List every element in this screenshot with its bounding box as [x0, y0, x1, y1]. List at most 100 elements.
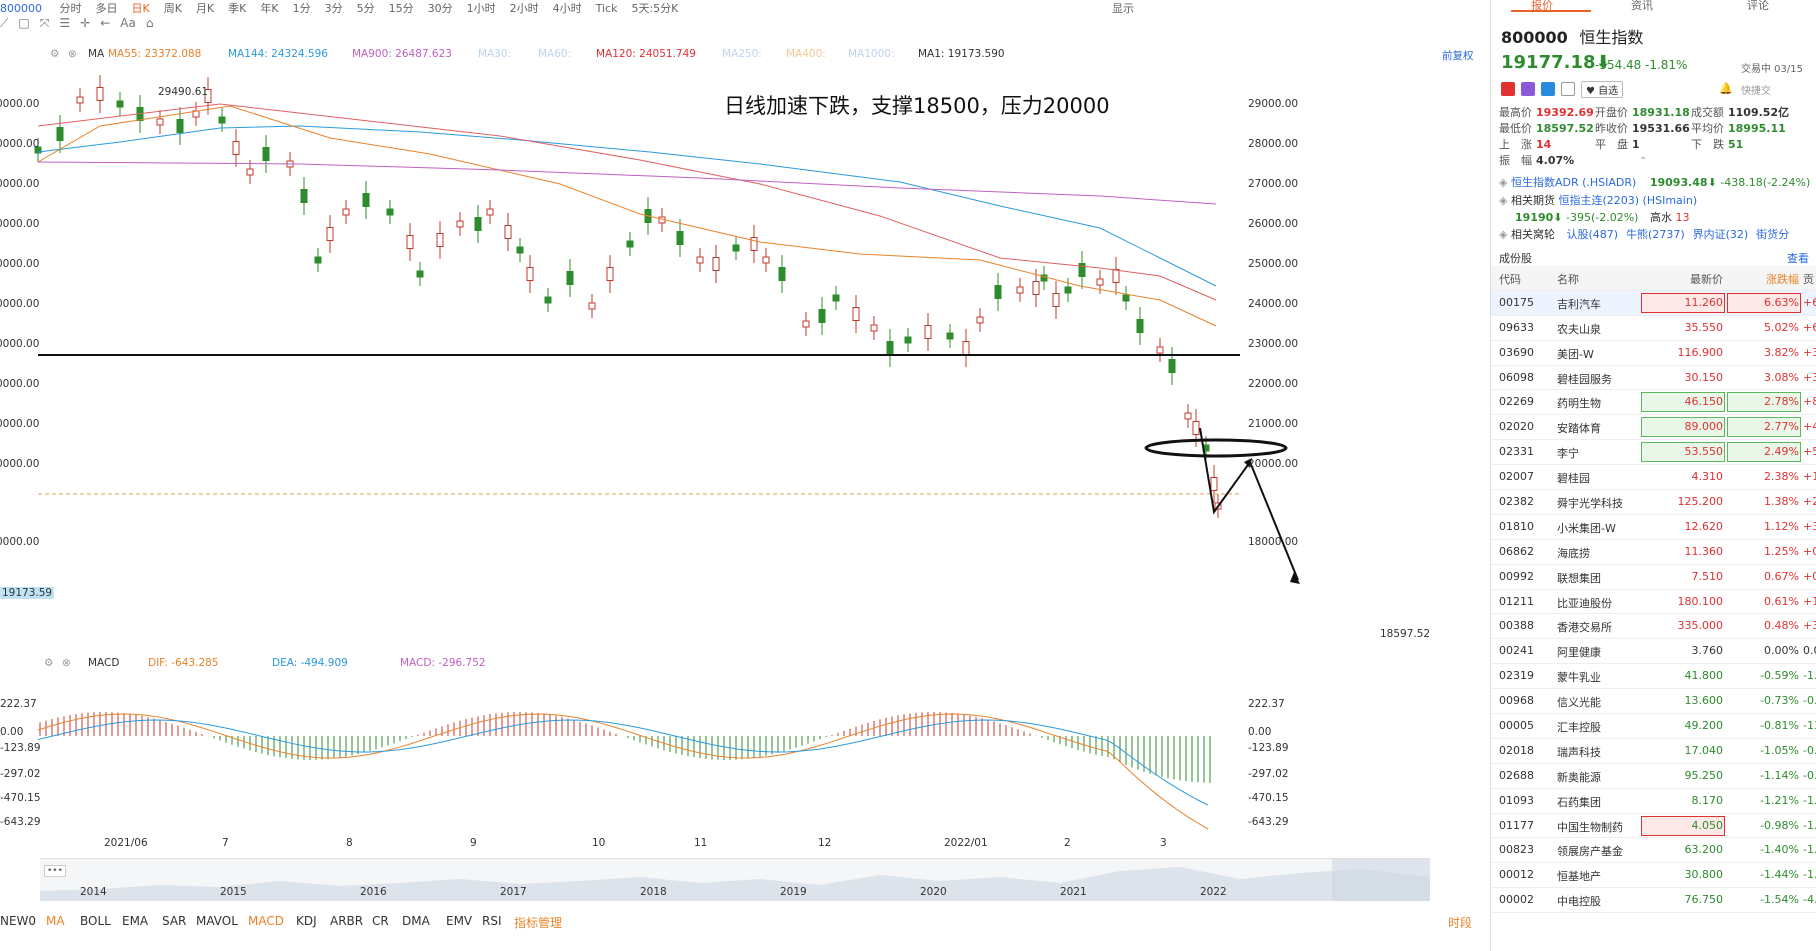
period-2[interactable]: 日K: [131, 2, 150, 14]
col-pct[interactable]: 涨跌幅: [1766, 273, 1799, 286]
ma-item-2[interactable]: MA900: 26487.623: [352, 48, 452, 60]
ma-item-8[interactable]: MA1000:: [848, 48, 895, 60]
row-code[interactable]: 01810: [1499, 519, 1534, 533]
row-code[interactable]: 02018: [1499, 743, 1534, 757]
col-contrib[interactable]: 贡: [1803, 273, 1814, 286]
row-code[interactable]: 00002: [1499, 893, 1534, 907]
row-name[interactable]: 石药集团: [1557, 795, 1601, 809]
tab-quote[interactable]: 报价: [1531, 0, 1553, 12]
share-icon[interactable]: [1541, 82, 1555, 96]
close-icon[interactable]: ⊗: [62, 657, 71, 669]
row-code[interactable]: 01177: [1499, 818, 1534, 832]
row-code[interactable]: 00992: [1499, 569, 1534, 583]
table-row[interactable]: 02018 瑞声科技 17.040 -1.05% -0.2: [1491, 739, 1816, 764]
table-row[interactable]: 02007 碧桂园 4.310 2.38% +1.4: [1491, 465, 1816, 491]
table-row[interactable]: 00012 恒基地产 30.800 -1.44% -1.0: [1491, 863, 1816, 889]
period-1[interactable]: 多日: [95, 2, 118, 14]
draw-tool-icon-5[interactable]: ←: [100, 16, 111, 30]
table-row[interactable]: 01177 中国生物制药 4.050 -0.98% -1.0: [1491, 814, 1816, 839]
price-chart[interactable]: 日线加速下跌，支撑18500，压力20000 29490.61 18597.52…: [0, 64, 1553, 654]
row-code[interactable]: 00968: [1499, 694, 1534, 708]
row-name[interactable]: 海底捞: [1557, 546, 1590, 560]
row-code[interactable]: 00012: [1499, 868, 1534, 882]
adr-row[interactable]: ◈ 恒生指数ADR (.HSIADR) 19093.48⬇ -438.18(-2…: [1499, 176, 1811, 189]
row-name[interactable]: 联想集团: [1557, 571, 1601, 585]
macd-selector[interactable]: MACD: [88, 657, 120, 669]
close-icon[interactable]: ⊗: [68, 48, 77, 60]
row-name[interactable]: 蒙牛乳业: [1557, 671, 1601, 685]
warrant-link-3[interactable]: 街货分: [1756, 228, 1790, 241]
display-menu[interactable]: 显示: [1112, 2, 1134, 14]
table-row[interactable]: 00005 汇丰控股 49.200 -0.81% -13.5: [1491, 714, 1816, 739]
row-code[interactable]: 01093: [1499, 793, 1534, 807]
table-row[interactable]: 02331 李宁 53.550 2.49% +5.7: [1491, 440, 1816, 466]
futures-row[interactable]: ◈ 相关期货 恒指主连(2203) (HSImain): [1499, 192, 1697, 208]
row-name[interactable]: 小米集团-W: [1557, 521, 1616, 535]
indicator-12[interactable]: RSI: [482, 914, 502, 928]
period-5[interactable]: 季K: [228, 2, 247, 14]
period-9[interactable]: 5分: [356, 2, 375, 14]
warrant-link-1[interactable]: 牛熊(2737): [1626, 228, 1685, 241]
table-row[interactable]: 02688 新奥能源 95.250 -1.14% -0.5: [1491, 764, 1816, 789]
row-name[interactable]: 药明生物: [1557, 397, 1601, 411]
quick-trade[interactable]: 快捷交: [1741, 86, 1771, 97]
period-3[interactable]: 周K: [163, 2, 182, 14]
tab-news[interactable]: 资讯: [1631, 0, 1653, 12]
collapse-icon[interactable]: ⌃: [1639, 156, 1648, 167]
row-name[interactable]: 信义光能: [1557, 696, 1601, 710]
table-row[interactable]: 00823 领展房产基金 63.200 -1.40% -1.6: [1491, 838, 1816, 864]
period-selector[interactable]: 时段: [1448, 916, 1473, 930]
table-row[interactable]: 00241 阿里健康 3.760 0.00% 0.0: [1491, 639, 1816, 665]
macd-svg[interactable]: [0, 672, 1490, 832]
table-row[interactable]: 06862 海底捞 11.360 1.25% +0.6: [1491, 540, 1816, 565]
draw-tool-icon-7[interactable]: ⌂: [145, 16, 154, 30]
period-4[interactable]: 月K: [195, 2, 215, 14]
overview-handle[interactable]: •••: [44, 865, 66, 877]
table-row[interactable]: 00992 联想集团 7.510 0.67% +0.6: [1491, 565, 1816, 590]
row-name[interactable]: 李宁: [1557, 447, 1579, 461]
period-13[interactable]: 2小时: [509, 2, 539, 14]
row-code[interactable]: 09633: [1499, 320, 1534, 334]
row-code[interactable]: 06098: [1499, 370, 1534, 384]
tab-comments[interactable]: 评论: [1747, 0, 1769, 12]
indicator-6[interactable]: MACD: [248, 914, 284, 928]
table-row[interactable]: 06098 碧桂园服务 30.150 3.08% +3.1: [1491, 366, 1816, 391]
period-11[interactable]: 30分: [427, 2, 453, 14]
doc-icon[interactable]: [1561, 82, 1575, 96]
table-row[interactable]: 03690 美团-W 116.900 3.82% +33.3: [1491, 341, 1816, 366]
table-row[interactable]: 09633 农夫山泉 35.550 5.02% +6.1: [1491, 316, 1816, 341]
period-7[interactable]: 1分: [292, 2, 311, 14]
row-name[interactable]: 比亚迪股份: [1557, 596, 1612, 610]
ma-item-9[interactable]: MA1: 19173.590: [918, 48, 1005, 60]
period-14[interactable]: 4小时: [552, 2, 582, 14]
ma-item-6[interactable]: MA250:: [722, 48, 762, 60]
indicator-0[interactable]: NEW0: [0, 914, 37, 928]
table-row[interactable]: 00388 香港交易所 335.000 0.48% +3.4: [1491, 614, 1816, 640]
period-15[interactable]: Tick: [595, 2, 618, 14]
draw-tool-icon-4[interactable]: ✛: [80, 16, 91, 30]
row-name[interactable]: 恒基地产: [1557, 870, 1601, 884]
period-0[interactable]: 分时: [59, 2, 82, 14]
row-name[interactable]: 中国生物制药: [1557, 820, 1623, 834]
watchlist-button[interactable]: ♥ 自选: [1581, 81, 1624, 98]
stock-code-tab[interactable]: 800000: [0, 2, 42, 14]
row-name[interactable]: 阿里健康: [1557, 646, 1601, 660]
row-code[interactable]: 01211: [1499, 594, 1534, 608]
table-row[interactable]: 02319 蒙牛乳业 41.800 -0.59% -1.2: [1491, 664, 1816, 690]
row-code[interactable]: 00241: [1499, 644, 1534, 658]
row-name[interactable]: 新奥能源: [1557, 770, 1601, 784]
table-row[interactable]: 00968 信义光能 13.600 -0.73% -0.8: [1491, 689, 1816, 715]
indicator-8[interactable]: ARBR: [330, 914, 364, 928]
table-row[interactable]: 02020 安踏体育 89.000 2.77% +4.7: [1491, 415, 1816, 441]
indicator-5[interactable]: MAVOL: [196, 914, 238, 928]
row-code[interactable]: 00823: [1499, 843, 1534, 857]
ma-item-3[interactable]: MA30:: [478, 48, 512, 60]
macd-chart[interactable]: 222.37 222.37 0.00 0.00 -123.89 -123.89 -297.0…: [0, 672, 1490, 832]
draw-tool-icon-1[interactable]: □: [18, 16, 30, 30]
settings-icon[interactable]: ⚙: [50, 48, 60, 60]
table-row[interactable]: 02382 舜宇光学科技 125.200 1.38% +2.1: [1491, 490, 1816, 515]
bell-icon[interactable]: 🔔: [1719, 82, 1733, 95]
row-code[interactable]: 00388: [1499, 619, 1534, 633]
row-name[interactable]: 美团-W: [1557, 347, 1594, 361]
row-code[interactable]: 02688: [1499, 768, 1534, 782]
